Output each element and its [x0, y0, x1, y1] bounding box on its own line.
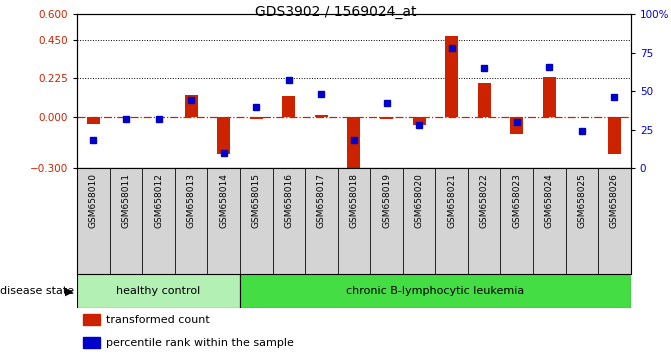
Bar	[338, 168, 370, 274]
Bar	[533, 168, 566, 274]
Bar	[282, 96, 295, 117]
Text: disease state: disease state	[0, 286, 78, 296]
Text: GSM658023: GSM658023	[512, 173, 521, 228]
Bar	[510, 117, 523, 134]
Bar	[380, 117, 393, 119]
Text: GSM658017: GSM658017	[317, 173, 326, 228]
Bar	[543, 78, 556, 117]
Bar	[240, 274, 631, 308]
Text: transformed count: transformed count	[105, 315, 209, 325]
Text: percentile rank within the sample: percentile rank within the sample	[105, 338, 293, 348]
Bar	[175, 168, 207, 274]
Bar	[110, 168, 142, 274]
Text: GSM658018: GSM658018	[350, 173, 358, 228]
Bar	[435, 168, 468, 274]
Bar	[142, 168, 175, 274]
Text: healthy control: healthy control	[117, 286, 201, 296]
Bar	[240, 168, 272, 274]
Text: GSM658024: GSM658024	[545, 173, 554, 228]
Text: chronic B-lymphocytic leukemia: chronic B-lymphocytic leukemia	[346, 286, 525, 296]
Text: GSM658021: GSM658021	[447, 173, 456, 228]
Bar	[468, 168, 501, 274]
Bar	[217, 117, 230, 154]
Bar	[77, 168, 110, 274]
Text: GSM658011: GSM658011	[121, 173, 131, 228]
Text: GSM658022: GSM658022	[480, 173, 488, 228]
Text: GSM658019: GSM658019	[382, 173, 391, 228]
Bar	[348, 117, 360, 172]
Bar	[87, 117, 100, 124]
Text: GSM658015: GSM658015	[252, 173, 261, 228]
Text: GSM658013: GSM658013	[187, 173, 196, 228]
Text: GSM658012: GSM658012	[154, 173, 163, 228]
Bar	[403, 168, 435, 274]
Text: ▶: ▶	[65, 286, 74, 296]
Bar	[185, 95, 198, 117]
Bar	[83, 314, 100, 325]
Text: GSM658016: GSM658016	[285, 173, 293, 228]
Text: GSM658025: GSM658025	[577, 173, 586, 228]
Bar	[315, 115, 328, 117]
Bar	[207, 168, 240, 274]
Bar	[370, 168, 403, 274]
Text: GSM658014: GSM658014	[219, 173, 228, 228]
Bar	[77, 274, 240, 308]
Bar	[445, 36, 458, 117]
Text: GSM658020: GSM658020	[415, 173, 423, 228]
Text: GDS3902 / 1569024_at: GDS3902 / 1569024_at	[255, 5, 416, 19]
Bar	[305, 168, 338, 274]
Bar	[83, 337, 100, 348]
Bar	[501, 168, 533, 274]
Bar	[598, 168, 631, 274]
Bar	[608, 117, 621, 154]
Bar	[272, 168, 305, 274]
Text: GSM658010: GSM658010	[89, 173, 98, 228]
Bar	[250, 117, 263, 119]
Bar	[413, 117, 425, 125]
Bar	[478, 82, 491, 117]
Text: GSM658026: GSM658026	[610, 173, 619, 228]
Bar	[566, 168, 598, 274]
